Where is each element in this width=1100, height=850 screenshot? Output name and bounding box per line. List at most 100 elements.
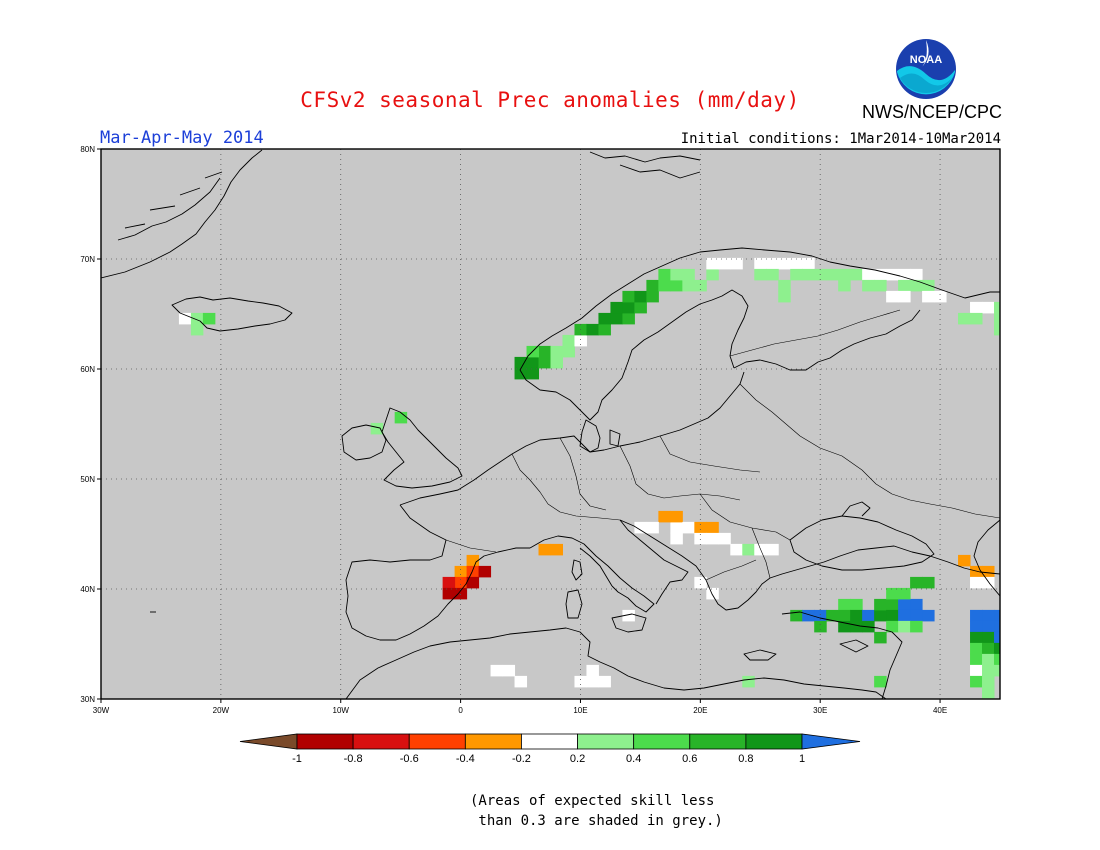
- anomaly-cell: [622, 301, 635, 314]
- lat-tick-label: 60N: [80, 365, 95, 374]
- anomaly-cell: [706, 257, 719, 270]
- anomaly-cell: [898, 279, 911, 292]
- anomaly-cell: [502, 664, 516, 677]
- legend-label: 0.2: [570, 753, 585, 765]
- anomaly-cell: [454, 587, 468, 600]
- anomaly-cell: [886, 268, 899, 281]
- lon-tick-label: 0: [458, 706, 463, 715]
- map-title: CFSv2 seasonal Prec anomalies (mm/day): [300, 88, 800, 112]
- anomaly-cell: [538, 345, 551, 358]
- anomaly-cell: [838, 609, 851, 622]
- anomaly-cell: [670, 521, 683, 534]
- legend-label: 0.6: [682, 753, 697, 765]
- anomaly-cell: [766, 257, 779, 270]
- anomaly-cell: [490, 664, 504, 677]
- anomaly-cell: [706, 587, 719, 600]
- lat-tick-label: 70N: [80, 255, 95, 264]
- skill-note-line1: (Areas of expected skill less: [470, 793, 715, 809]
- lat-tick-label: 80N: [80, 145, 95, 154]
- anomaly-cell: [886, 290, 899, 303]
- anomaly-cell: [982, 565, 995, 578]
- anomaly-cell: [838, 620, 851, 633]
- lon-tick-label: 10W: [333, 706, 350, 715]
- anomaly-cell: [190, 312, 204, 325]
- anomaly-cell: [910, 268, 923, 281]
- anomaly-cell: [478, 565, 492, 578]
- anomaly-cell: [790, 268, 803, 281]
- anomaly-cell: [454, 576, 468, 589]
- anomaly-cell: [898, 268, 911, 281]
- anomaly-cell: [922, 576, 935, 589]
- anomaly-cell: [886, 609, 899, 622]
- anomaly-cell: [778, 279, 791, 292]
- legend-label: -0.4: [456, 753, 475, 765]
- anomaly-cell: [598, 312, 611, 325]
- anomaly-cell: [970, 631, 983, 644]
- anomaly-cell: [790, 609, 803, 622]
- legend-swatch: [577, 733, 635, 750]
- anomaly-cell: [838, 268, 851, 281]
- anomaly-cell: [994, 631, 1000, 644]
- anomaly-cell: [442, 576, 456, 589]
- anomaly-cell: [994, 642, 1000, 655]
- lon-tick-label: 20W: [213, 706, 230, 715]
- anomaly-cell: [790, 257, 803, 270]
- anomaly-cell: [634, 521, 647, 534]
- coastlines: [101, 149, 1000, 699]
- anomaly-cell: [178, 312, 192, 325]
- anomaly-cell: [958, 554, 971, 567]
- anomaly-cell: [586, 323, 599, 336]
- anomaly-cell: [886, 598, 899, 611]
- legend-swatch: [745, 733, 803, 750]
- anomaly-cell: [586, 664, 599, 677]
- anomaly-cell: [730, 543, 743, 556]
- anomaly-cell: [922, 609, 935, 622]
- anomaly-cell: [982, 301, 995, 314]
- anomaly-cell: [442, 587, 456, 600]
- legend-swatch: [352, 733, 410, 750]
- logo-text: NOAA: [910, 54, 942, 66]
- anomaly-cell: [982, 576, 995, 589]
- anomaly-cell: [970, 642, 983, 655]
- map-axes: 80N 70N 60N 50N 40N 30N 30W 20W 10W 0 10E 20E 30E 40E: [80, 145, 947, 715]
- anomaly-cell: [970, 312, 983, 325]
- lon-tick-label: 30W: [93, 706, 110, 715]
- anomaly-cell: [838, 279, 851, 292]
- anomaly-cell: [742, 543, 755, 556]
- anomaly-cell: [898, 620, 911, 633]
- anomaly-cell: [994, 620, 1000, 633]
- legend-label: -1: [292, 753, 302, 765]
- anomaly-cell: [190, 323, 204, 336]
- anomaly-cell: [970, 609, 983, 622]
- anomaly-cell: [670, 279, 683, 292]
- anomaly-cell: [850, 609, 863, 622]
- anomaly-cell: [718, 532, 731, 545]
- anomaly-cell: [514, 367, 528, 380]
- anomaly-cell: [970, 664, 983, 677]
- anomaly-cell: [862, 279, 875, 292]
- anomaly-cell: [814, 620, 827, 633]
- anomaly-cell: [958, 312, 971, 325]
- anomaly-cell: [982, 642, 995, 655]
- anomaly-cell: [466, 576, 480, 589]
- anomaly-cell: [658, 510, 671, 523]
- anomaly-cell: [742, 675, 755, 688]
- anomaly-cell: [778, 257, 791, 270]
- anomaly-cell: [694, 576, 707, 589]
- anomaly-cell: [694, 521, 707, 534]
- anomaly-cell: [526, 367, 540, 380]
- anomaly-cell: [514, 356, 528, 369]
- anomaly-cell: [862, 609, 875, 622]
- anomaly-cell: [694, 532, 707, 545]
- lat-tick-label: 40N: [80, 585, 95, 594]
- anomaly-cell: [874, 598, 887, 611]
- anomaly-cell: [682, 268, 695, 281]
- lon-tick-label: 10E: [573, 706, 587, 715]
- anomaly-cell: [826, 268, 839, 281]
- legend-swatch: [633, 733, 691, 750]
- legend-label: -0.2: [512, 753, 531, 765]
- legend-swatch: [464, 733, 522, 750]
- anomaly-cell: [850, 620, 863, 633]
- anomaly-cell: [922, 279, 935, 292]
- anomaly-cell: [766, 268, 779, 281]
